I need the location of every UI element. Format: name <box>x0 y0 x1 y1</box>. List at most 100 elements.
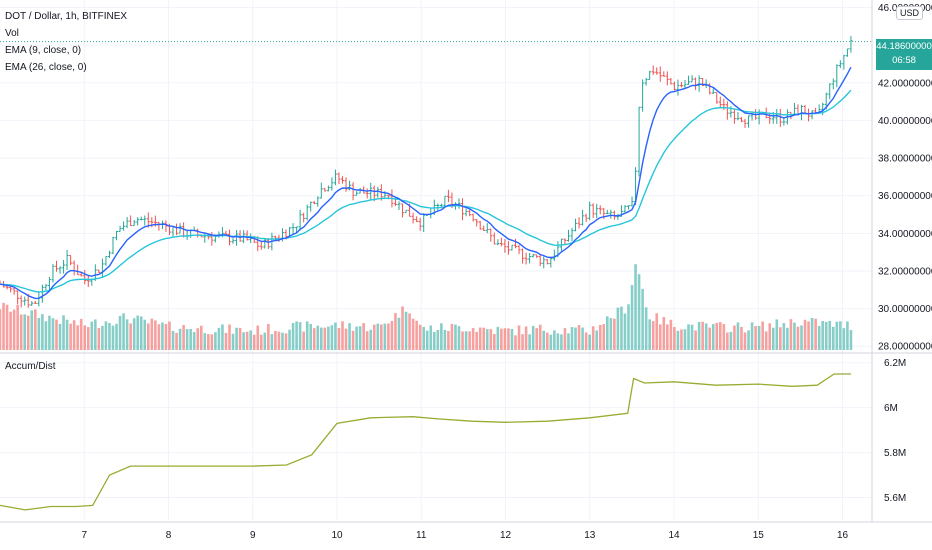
volume-bar <box>570 327 574 350</box>
volume-bar <box>839 321 842 350</box>
volume-bar <box>104 321 108 350</box>
volume-bar <box>835 321 839 350</box>
volume-bar <box>263 332 267 350</box>
volume-bar <box>23 314 27 350</box>
volume-bar <box>94 319 97 350</box>
volume-bar <box>687 324 690 350</box>
volume-bar <box>132 318 136 350</box>
volume-bar <box>595 330 599 350</box>
volume-bar <box>86 327 90 350</box>
volume-bar <box>298 322 302 350</box>
volume-bar <box>521 334 524 350</box>
volume-bar <box>514 335 517 350</box>
ema26-legend[interactable]: EMA (26, close, 0) <box>5 62 87 73</box>
volume-bar <box>846 321 849 350</box>
volume-bar <box>164 323 168 350</box>
volume-bar <box>489 329 493 350</box>
volume-bar <box>411 318 415 350</box>
volume-bar <box>560 334 563 350</box>
volume-bar <box>666 324 669 350</box>
volume-bar <box>372 324 376 350</box>
volume-bar <box>12 309 16 350</box>
volume-bar <box>316 325 320 350</box>
volume-bar <box>704 323 708 350</box>
time-tick-label: 14 <box>668 530 680 541</box>
volume-bar <box>567 333 570 350</box>
volume-bar <box>584 332 588 350</box>
volume-bar <box>207 334 210 350</box>
volume-bar <box>189 328 192 350</box>
volume-bar <box>623 313 627 350</box>
volume-bar <box>203 333 207 350</box>
volume-bar <box>196 328 200 350</box>
volume-bar <box>19 314 23 350</box>
volume-bar <box>461 331 464 350</box>
volume-bar <box>662 317 666 350</box>
volume-bar <box>72 320 76 350</box>
volume-bar <box>369 329 373 350</box>
volume-bar <box>69 323 72 350</box>
volume-bar <box>683 329 687 350</box>
volume-bar <box>443 329 447 350</box>
volume-bar <box>556 333 560 350</box>
time-tick-label: 8 <box>166 530 172 541</box>
volume-bar <box>542 330 546 350</box>
volume-bar <box>210 334 214 350</box>
volume-bar <box>146 323 150 350</box>
volume-bar <box>510 328 514 350</box>
volume-bar <box>348 323 351 350</box>
volume-bar <box>535 328 538 350</box>
volume-bar <box>743 332 747 350</box>
ema9-legend[interactable]: EMA (9, close, 0) <box>5 45 82 56</box>
volume-bar <box>676 330 680 350</box>
volume-bar <box>37 317 41 350</box>
volume-bar <box>291 322 295 350</box>
volume-bar <box>708 327 712 350</box>
volume-bar <box>139 316 143 350</box>
accum-dist-legend[interactable]: Accum/Dist <box>5 361 56 372</box>
volume-bar <box>789 319 793 350</box>
volume-bar <box>387 323 390 350</box>
volume-bar <box>150 318 154 350</box>
volume-bar <box>549 334 553 350</box>
volume-bar <box>0 309 2 350</box>
volume-bar <box>422 326 426 350</box>
volume-bar <box>415 320 418 350</box>
volume-bar <box>740 326 743 350</box>
price-tick-label: 32.00000000 <box>878 266 932 277</box>
volume-bar <box>55 319 58 350</box>
volume-bar <box>771 327 775 350</box>
volume-bar <box>574 327 577 350</box>
volume-bar <box>528 334 531 350</box>
price-bars <box>0 35 853 308</box>
volume-bar <box>228 324 231 350</box>
volume-bar <box>425 330 429 350</box>
volume-bar <box>531 325 535 350</box>
volume-bar <box>726 332 729 350</box>
volume-bar <box>440 323 443 350</box>
volume-bar <box>30 310 34 350</box>
volume-bar <box>320 327 323 350</box>
volume-bar <box>397 317 401 350</box>
volume-bar <box>733 325 736 350</box>
volume-bar <box>217 327 221 350</box>
volume-bar <box>821 320 824 350</box>
volume-bar <box>26 315 30 350</box>
volume-bar <box>447 330 450 350</box>
currency-badge[interactable]: USD <box>896 6 924 20</box>
vol-legend[interactable]: Vol <box>5 28 19 39</box>
time-tick-label: 15 <box>753 530 765 541</box>
volume-bar <box>136 315 140 350</box>
volume-bar <box>577 325 581 350</box>
volume-bar <box>330 325 334 350</box>
volume-bar <box>658 324 662 350</box>
volume-bar <box>76 325 79 350</box>
volume-bar <box>245 331 249 350</box>
symbol-title[interactable]: DOT / Dollar, 1h, BITFINEX <box>5 11 128 22</box>
volume-bar <box>404 311 408 350</box>
volume-bar <box>803 319 807 350</box>
volume-bar <box>538 324 542 350</box>
accum-tick-label: 5.6M <box>884 493 906 504</box>
volume-bar <box>757 326 761 350</box>
